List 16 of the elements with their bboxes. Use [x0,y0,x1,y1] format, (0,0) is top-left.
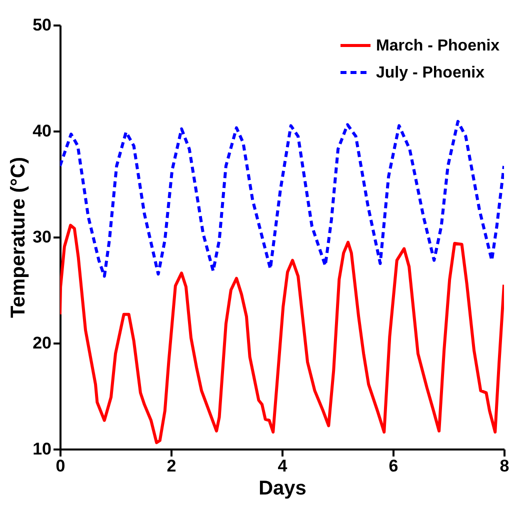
x-tick-label: 2 [166,456,176,476]
y-tick-label: 40 [32,122,52,140]
x-tick-label: 4 [278,456,288,476]
x-tick-label: 8 [500,456,510,476]
y-tick-label: 20 [32,334,52,352]
line-series [60,224,504,444]
y-tick-label: 30 [32,228,52,246]
y-tick-label: 50 [32,16,52,34]
x-tick-label: 6 [388,456,398,476]
y-axis-title: Temperature (°C) [8,157,30,318]
x-axis-title: Days [258,478,306,500]
line-series [60,120,504,278]
legend-label: July - Phoenix [376,64,485,82]
x-tick-label: 0 [56,456,66,476]
y-tick-label: 10 [32,440,52,458]
legend-label: March - Phoenix [376,38,500,54]
